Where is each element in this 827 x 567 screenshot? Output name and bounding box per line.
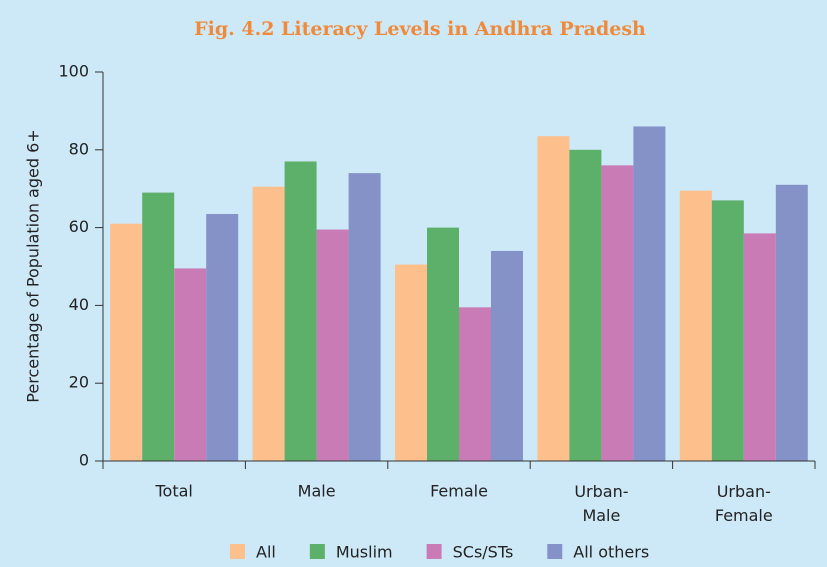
x-tick-label-line: Urban- [574, 482, 628, 501]
legend-label: Muslim [336, 543, 393, 562]
legend-swatch [547, 544, 563, 559]
y-tick-label: 100 [58, 62, 89, 81]
bar [395, 264, 427, 461]
bar [743, 233, 776, 461]
chart-title: Fig. 4.2 Literacy Levels in Andhra Prade… [194, 18, 646, 40]
bar [348, 173, 381, 461]
x-tick-label: Total [155, 482, 193, 501]
x-tick-label: Urban- Male [574, 482, 628, 525]
bar [284, 161, 317, 461]
y-axis-label: Percentage of Population aged 6+ [24, 129, 43, 402]
legend-label: All others [573, 543, 649, 562]
legend-swatch [426, 544, 442, 559]
legend-swatch [230, 544, 245, 559]
y-tick-label: 40 [69, 295, 89, 314]
bar [316, 229, 349, 461]
x-tick-label-line: Female [715, 506, 773, 525]
bar [142, 192, 175, 461]
bar [711, 200, 744, 461]
bar [491, 250, 523, 461]
bar [206, 213, 239, 461]
bar [537, 136, 570, 461]
x-tick-label: Urban- Female [715, 482, 773, 525]
legend-label: SCs/STs [453, 543, 514, 562]
x-tick-label-line: Urban- [717, 482, 771, 501]
legend-swatch [309, 544, 325, 559]
bar [679, 190, 712, 461]
bar [633, 126, 666, 462]
bar [569, 149, 602, 462]
bar [174, 268, 207, 461]
y-tick-label: 80 [69, 139, 89, 158]
x-tick-label: Male [298, 482, 336, 501]
bar [252, 186, 285, 461]
legend-label: All [256, 543, 276, 562]
y-tick-label: 20 [69, 373, 89, 392]
x-tick-label-line: Male [582, 506, 620, 525]
bar [110, 223, 143, 461]
y-tick-label: 60 [69, 217, 89, 236]
bar [427, 227, 459, 461]
bar [459, 307, 491, 461]
bar [775, 184, 808, 461]
y-tick-label: 0 [79, 451, 89, 470]
bar [601, 165, 634, 462]
x-tick-label: Female [430, 482, 488, 501]
